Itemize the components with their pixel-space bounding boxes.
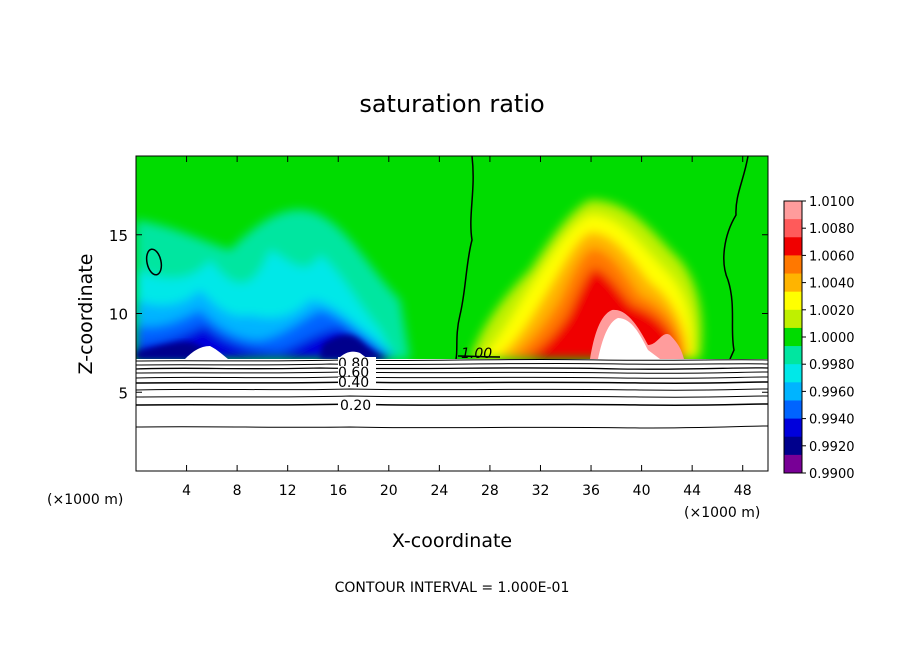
x-tick-label: 36 <box>582 483 600 499</box>
x-tick-label: 20 <box>380 483 398 499</box>
colorbar-label: 0.9940 <box>809 413 855 428</box>
x-tick-label: 24 <box>430 483 448 499</box>
y-tick-label: 10 <box>109 306 128 324</box>
colorbar-swatch <box>784 400 802 420</box>
x-tick-label: 16 <box>329 483 347 499</box>
colorbar-swatch <box>784 382 802 401</box>
y-axis-label: Z-coordinate <box>75 254 97 375</box>
x-unit-left: (×1000 m) <box>47 492 123 508</box>
colorbar-label: 1.0060 <box>809 249 855 264</box>
colorbar-swatch <box>784 201 802 220</box>
colorbar-swatch <box>784 255 802 275</box>
colorbar-label: 0.9960 <box>809 385 855 400</box>
x-unit-right: (×1000 m) <box>684 505 760 521</box>
contour-interval-note: CONTOUR INTERVAL = 1.000E-01 <box>335 580 570 596</box>
colorbar-label: 0.9980 <box>809 358 855 373</box>
y-tick-label: 5 <box>118 384 128 402</box>
colorbar-label: 1.0020 <box>809 304 855 319</box>
colorbar-swatch <box>784 346 802 365</box>
contour-lines <box>135 355 769 429</box>
x-tick-label: 40 <box>633 483 651 499</box>
colorbar-swatch <box>784 364 802 383</box>
contour-label-1.00: 1.00 <box>461 346 492 362</box>
x-tick-label: 28 <box>481 483 499 499</box>
colorbar-label: 0.9920 <box>809 440 855 455</box>
x-axis: 4 8 12 16 20 24 28 32 36 40 44 48 <box>182 156 752 499</box>
x-tick-label: 44 <box>683 483 701 499</box>
colorbar-label: 1.0100 <box>809 195 855 210</box>
colorbar-swatch <box>784 273 802 293</box>
x-tick-label: 12 <box>279 483 297 499</box>
colorbar-swatch <box>784 291 802 311</box>
contour-label-0.20: 0.20 <box>340 398 371 414</box>
x-tick-label: 48 <box>734 483 752 499</box>
colorbar-swatch <box>784 418 802 438</box>
y-axis: 5 10 15 <box>109 227 768 402</box>
contour-labels: 0.80 0.60 0.40 0.20 1.00 <box>338 346 492 414</box>
x-tick-label: 32 <box>532 483 550 499</box>
colorbar-label: 1.0000 <box>809 331 855 346</box>
x-tick-label: 8 <box>233 483 242 499</box>
y-tick-label: 15 <box>109 227 128 245</box>
chart-title: saturation ratio <box>359 90 544 118</box>
colorbar-swatch <box>784 327 802 347</box>
x-axis-label: X-coordinate <box>392 530 512 552</box>
colorbar-label: 1.0040 <box>809 277 855 292</box>
colorbar-swatch <box>784 454 802 474</box>
saturation-field <box>136 156 768 359</box>
colorbar-swatch <box>784 436 802 456</box>
contour-label-0.40: 0.40 <box>338 375 369 391</box>
colorbar-swatch <box>784 219 802 238</box>
colorbar-swatch <box>784 237 802 256</box>
colorbar-label: 0.9900 <box>809 467 855 482</box>
colorbar: 1.0100 1.0080 1.0060 1.0040 1.0020 1.0000 0.99… <box>783 195 855 482</box>
colorbar-label: 1.0080 <box>809 222 855 237</box>
colorbar-swatch <box>784 309 802 329</box>
x-tick-label: 4 <box>182 483 191 499</box>
